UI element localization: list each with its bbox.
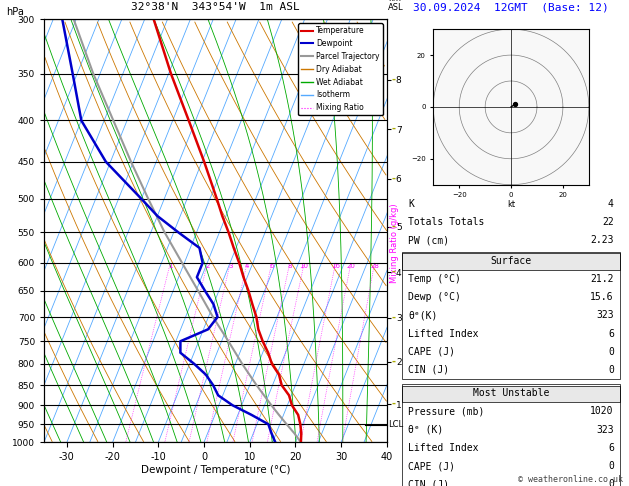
Text: 0: 0 <box>608 347 614 357</box>
Text: 22: 22 <box>602 217 614 227</box>
Text: 21.2: 21.2 <box>590 274 614 284</box>
Text: 323: 323 <box>596 425 614 434</box>
Text: CAPE (J): CAPE (J) <box>408 461 455 471</box>
X-axis label: kt: kt <box>507 200 515 208</box>
Text: -: - <box>392 312 396 323</box>
Text: 2.23: 2.23 <box>590 235 614 245</box>
Text: 30.09.2024  12GMT  (Base: 12): 30.09.2024 12GMT (Base: 12) <box>413 2 609 12</box>
Text: Surface: Surface <box>491 256 532 266</box>
Text: 0: 0 <box>608 365 614 375</box>
Text: 28: 28 <box>370 263 379 269</box>
Text: Mixing Ratio (g/kg): Mixing Ratio (g/kg) <box>390 203 399 283</box>
Text: 1020: 1020 <box>590 406 614 417</box>
Text: 323: 323 <box>596 311 614 320</box>
Text: θᵉ (K): θᵉ (K) <box>408 425 443 434</box>
FancyBboxPatch shape <box>402 385 620 402</box>
Text: 6: 6 <box>608 329 614 339</box>
Text: PW (cm): PW (cm) <box>408 235 450 245</box>
Text: 15.6: 15.6 <box>590 292 614 302</box>
Text: 20: 20 <box>347 263 355 269</box>
Text: 8: 8 <box>287 263 292 269</box>
Text: km
ASL: km ASL <box>388 0 404 12</box>
Text: CIN (J): CIN (J) <box>408 365 450 375</box>
Point <box>510 101 520 108</box>
Text: 0: 0 <box>608 461 614 471</box>
Text: K: K <box>408 199 415 208</box>
Text: 4: 4 <box>608 199 614 208</box>
Text: 1: 1 <box>168 263 172 269</box>
Text: θᵉ(K): θᵉ(K) <box>408 311 438 320</box>
Text: -: - <box>392 222 396 231</box>
Text: Pressure (mb): Pressure (mb) <box>408 406 485 417</box>
Text: -: - <box>392 267 396 277</box>
Text: 6: 6 <box>269 263 274 269</box>
Legend: Temperature, Dewpoint, Parcel Trajectory, Dry Adiabat, Wet Adiabat, Isotherm, Mi: Temperature, Dewpoint, Parcel Trajectory… <box>298 23 383 115</box>
Text: hPa: hPa <box>6 7 24 17</box>
Text: -: - <box>392 124 396 134</box>
Text: 2: 2 <box>205 263 209 269</box>
X-axis label: Dewpoint / Temperature (°C): Dewpoint / Temperature (°C) <box>141 465 290 475</box>
Text: 10: 10 <box>299 263 309 269</box>
Text: 32°38'N  343°54'W  1m ASL: 32°38'N 343°54'W 1m ASL <box>131 2 300 12</box>
Text: -: - <box>392 357 396 367</box>
Text: 16: 16 <box>331 263 340 269</box>
Text: -: - <box>392 74 396 85</box>
Text: CAPE (J): CAPE (J) <box>408 347 455 357</box>
Text: Temp (°C): Temp (°C) <box>408 274 461 284</box>
Text: Lifted Index: Lifted Index <box>408 443 479 453</box>
Text: Totals Totals: Totals Totals <box>408 217 485 227</box>
Text: CIN (J): CIN (J) <box>408 479 450 486</box>
Text: -: - <box>392 399 396 409</box>
Text: 3: 3 <box>228 263 233 269</box>
Text: Most Unstable: Most Unstable <box>473 388 549 398</box>
Text: Lifted Index: Lifted Index <box>408 329 479 339</box>
Text: 0: 0 <box>608 479 614 486</box>
FancyBboxPatch shape <box>402 253 620 270</box>
Text: -: - <box>392 174 396 184</box>
Text: 6: 6 <box>608 443 614 453</box>
Text: © weatheronline.co.uk: © weatheronline.co.uk <box>518 474 623 484</box>
Text: Dewp (°C): Dewp (°C) <box>408 292 461 302</box>
Text: 4: 4 <box>245 263 249 269</box>
Text: LCL: LCL <box>388 420 403 430</box>
